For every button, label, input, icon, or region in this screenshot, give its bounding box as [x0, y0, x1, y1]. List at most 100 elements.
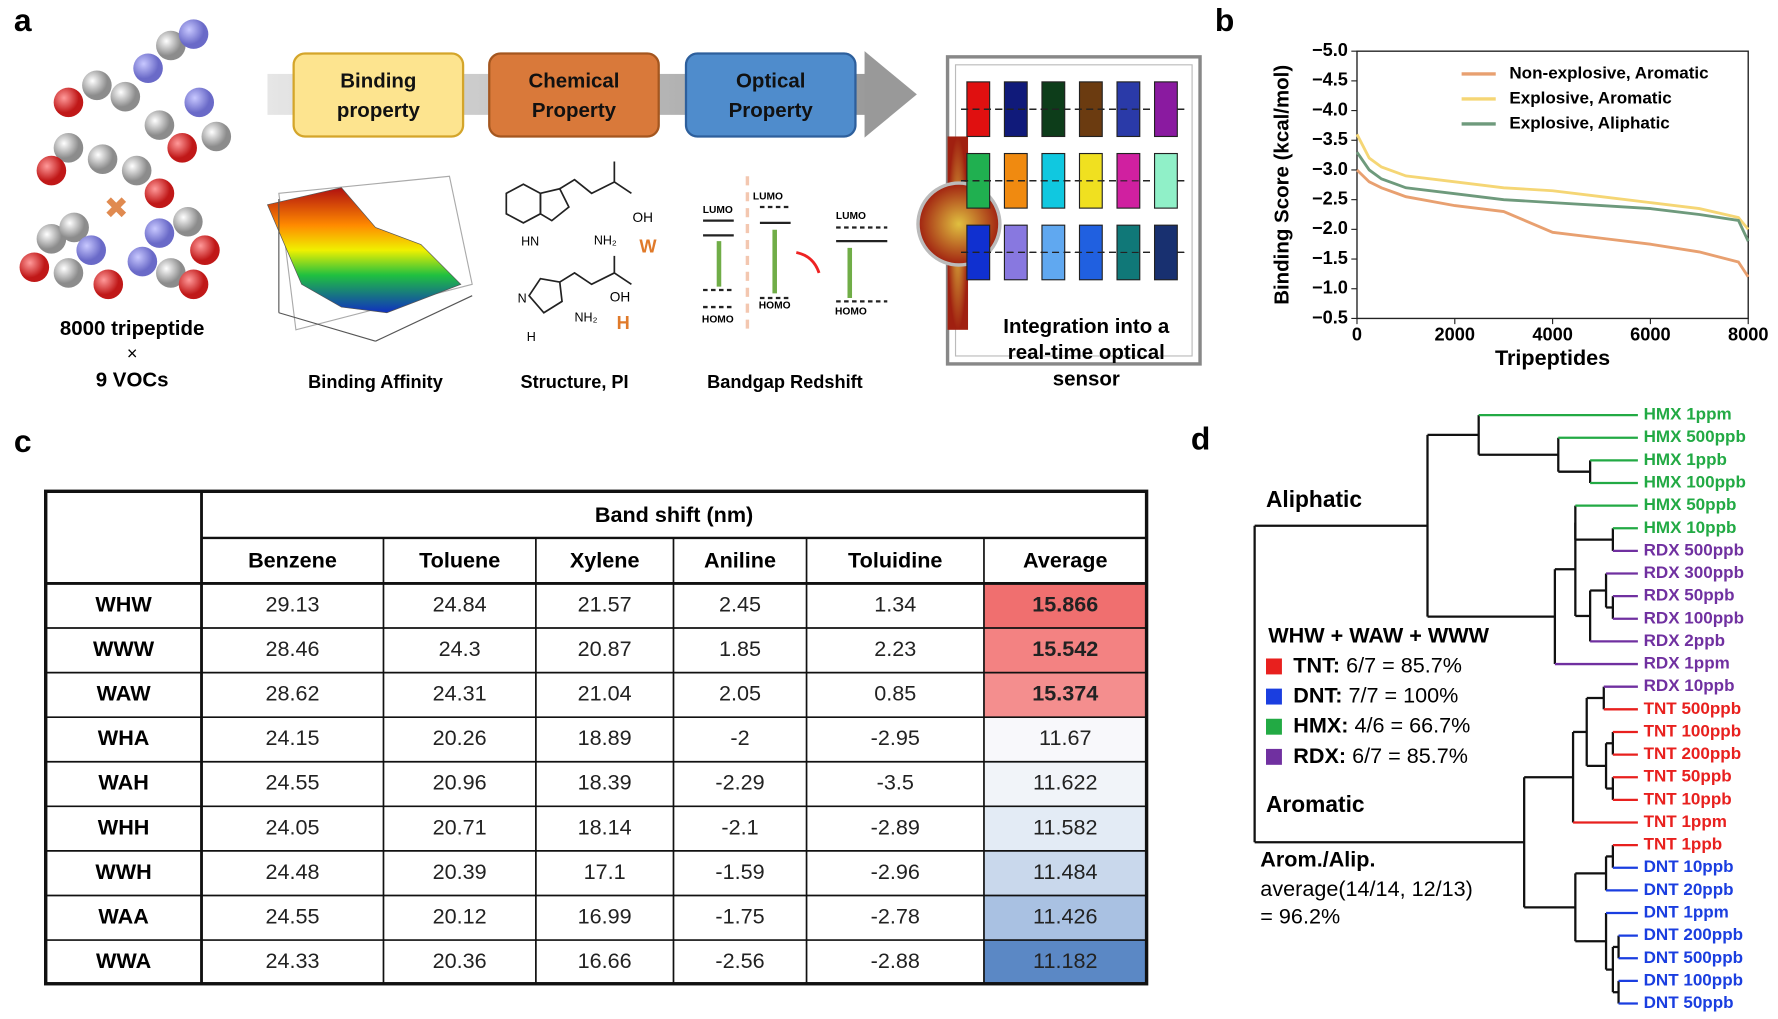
panel-a — [267, 51, 1202, 366]
column-header: Average — [1023, 548, 1107, 573]
legend-name: TNT: — [1293, 652, 1340, 677]
table-cell: 16.99 — [578, 903, 632, 928]
sensor-chip — [1116, 224, 1141, 281]
table-cell: 20.12 — [433, 903, 487, 928]
atom — [167, 133, 197, 163]
atom — [156, 30, 186, 61]
table-cell: 24.55 — [265, 770, 319, 795]
table-cell: -2.78 — [871, 903, 920, 928]
table-cell: 15.866 — [1032, 591, 1098, 616]
table-cell: -2.29 — [715, 770, 764, 795]
leaf-label: DNT 500ppb — [1644, 948, 1743, 967]
row-label: WHA — [98, 725, 150, 750]
table-cell: 11.622 — [1033, 770, 1097, 795]
leaf-label: RDX 100ppb — [1644, 608, 1744, 627]
table-cell: 28.62 — [265, 681, 319, 706]
legend-swatch — [1266, 688, 1282, 705]
legend-entry: RDX: 6/7 = 85.7% — [1293, 743, 1468, 768]
table-cell: -1.59 — [715, 859, 764, 884]
band-label: HOMO — [702, 314, 734, 325]
table-cell: 2.23 — [874, 636, 916, 661]
atom — [36, 155, 67, 186]
table-cell: 24.48 — [265, 859, 319, 884]
table-cell: 1.34 — [874, 591, 916, 616]
average-cell — [983, 806, 1147, 851]
input-caption: 9 VOCs — [96, 368, 169, 391]
surface-plot — [267, 175, 473, 342]
band-label: LUMO — [753, 191, 783, 202]
leaf-label: HMX 50ppb — [1644, 495, 1737, 514]
y-tick-label: −4.5 — [1312, 70, 1348, 90]
legend-name: RDX: — [1293, 743, 1346, 768]
legend-swatch — [1266, 718, 1282, 735]
sensor-caption: sensor — [1053, 367, 1120, 390]
legend-text: 7/7 = 100% — [1348, 682, 1458, 707]
legend-name: HMX: — [1293, 712, 1348, 737]
x-tick-label: 4000 — [1532, 324, 1572, 344]
series-line — [1355, 168, 1750, 278]
sensor-chip — [1116, 81, 1141, 138]
row-label: WWH — [95, 859, 151, 884]
x-axis-label: Tripeptides — [1495, 345, 1610, 370]
table-cell: 20.71 — [433, 814, 487, 839]
atom-label: NH₂ — [594, 233, 617, 247]
leaf-label: TNT 100ppb — [1644, 721, 1742, 740]
sensor-chip — [1116, 152, 1141, 209]
table-cell: -1.75 — [715, 903, 764, 928]
legend-name: DNT: — [1293, 682, 1342, 707]
step-label: Optical — [736, 69, 805, 92]
table-cell: 20.96 — [433, 770, 487, 795]
leaf-label: RDX 300ppb — [1644, 563, 1744, 582]
bandgap-diagrams — [703, 176, 888, 330]
table-cell: 20.26 — [433, 725, 487, 750]
atom — [178, 269, 209, 300]
chem-structures — [505, 161, 632, 314]
table-cell: -2 — [730, 725, 749, 750]
cluster-label: Aromatic — [1266, 791, 1365, 817]
step-box — [488, 52, 660, 138]
table-cell: 2.05 — [719, 681, 761, 706]
table-cell: 24.3 — [439, 636, 481, 661]
process-arrow — [864, 51, 917, 138]
average-cell — [983, 717, 1147, 762]
atom — [133, 53, 163, 84]
summary-text: = 96.2% — [1260, 903, 1340, 928]
average-cell — [983, 761, 1147, 807]
atom — [190, 235, 220, 265]
table-cell: 29.13 — [265, 591, 319, 616]
row-label: WWW — [93, 636, 155, 661]
table-cell: -2.95 — [871, 725, 920, 750]
row-label: WAH — [98, 770, 148, 795]
table-cell: 17.1 — [584, 859, 626, 884]
table-cell: -2.1 — [721, 814, 758, 839]
leaf-label: HMX 1ppm — [1644, 405, 1732, 424]
step-caption: Bandgap Redshift — [707, 372, 863, 392]
step-label: Binding — [340, 69, 416, 92]
leaf-label: DNT 10ppb — [1644, 857, 1734, 876]
atom — [201, 121, 232, 152]
atom — [156, 258, 186, 288]
sensor-chip — [1003, 224, 1028, 281]
atom-label: N — [518, 291, 527, 305]
atom — [121, 155, 152, 186]
y-tick-label: −3.0 — [1312, 159, 1348, 179]
input-caption: × — [127, 344, 138, 364]
x-tick-label: 0 — [1352, 324, 1362, 344]
panel-label: b — [1215, 2, 1234, 38]
row-label: WAA — [98, 903, 149, 928]
series-line — [1355, 151, 1750, 242]
step-caption: Binding Affinity — [308, 372, 444, 392]
residue-code: H — [617, 313, 630, 333]
row-label: WHH — [98, 814, 150, 839]
x-tick-label: 2000 — [1435, 324, 1475, 344]
y-tick-label: −4.0 — [1312, 99, 1348, 119]
summary-text: average(14/14, 12/13) — [1260, 876, 1473, 901]
y-tick-label: −1.5 — [1312, 248, 1348, 268]
table-cell: -2.96 — [871, 859, 920, 884]
legend-entry: DNT: 7/7 = 100% — [1293, 682, 1458, 707]
leaf-label: DNT 200ppb — [1644, 925, 1743, 944]
atom-label: NH₂ — [575, 311, 598, 325]
cross: ✖ — [104, 192, 129, 225]
y-tick-label: −1.0 — [1312, 278, 1348, 298]
